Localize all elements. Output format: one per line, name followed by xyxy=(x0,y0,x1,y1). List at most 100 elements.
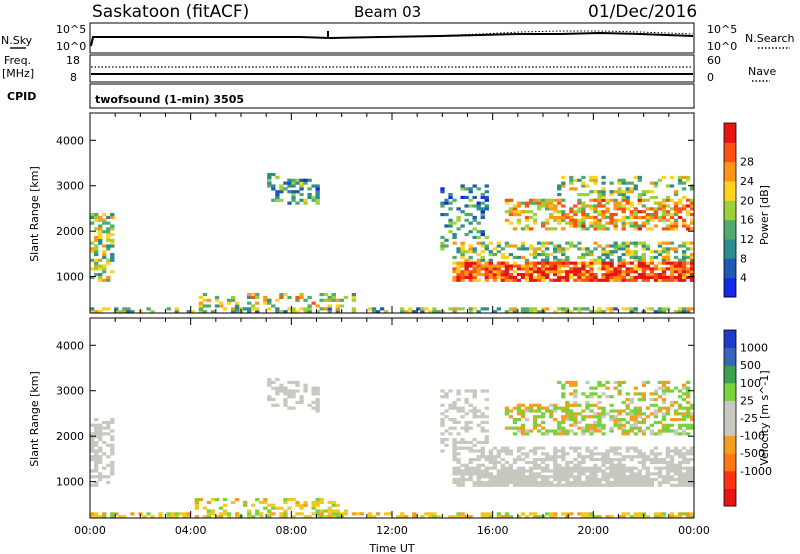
heatmap-cell xyxy=(577,247,582,251)
heatmap-cell xyxy=(673,267,679,271)
heatmap-cell xyxy=(291,307,296,311)
heatmap-cell xyxy=(190,310,195,314)
heatmap-cell xyxy=(267,383,272,387)
heatmap-cell xyxy=(218,301,224,305)
colorbar-segment xyxy=(724,161,736,182)
heatmap-cell xyxy=(448,224,453,228)
heatmap-cell xyxy=(681,392,687,396)
heatmap-cell xyxy=(359,512,365,516)
heatmap-cell xyxy=(641,204,646,208)
heatmap-cell xyxy=(661,475,667,479)
heatmap-cell xyxy=(339,512,344,516)
heatmap-cell xyxy=(98,241,103,245)
heatmap-cell xyxy=(617,244,622,248)
heatmap-cell xyxy=(524,261,530,265)
heatmap-cell xyxy=(645,475,651,479)
heatmap-cell xyxy=(681,241,687,245)
heatmap-cell xyxy=(452,307,457,311)
heatmap-cell xyxy=(488,483,493,487)
heatmap-cell xyxy=(625,278,630,282)
heatmap-cell xyxy=(629,213,634,217)
heatmap-cell xyxy=(569,383,574,387)
heatmap-cell xyxy=(476,463,481,467)
heatmap-cell xyxy=(452,426,457,430)
heatmap-cell xyxy=(464,213,469,217)
heatmap-cell xyxy=(524,478,530,482)
heatmap-cell xyxy=(484,475,489,479)
heatmap-cell xyxy=(645,221,651,225)
heatmap-cell xyxy=(315,503,320,507)
heatmap-cell xyxy=(673,261,679,265)
heatmap-cell xyxy=(102,218,107,222)
heatmap-cell xyxy=(488,273,493,277)
heatmap-cell xyxy=(271,398,276,402)
power-colorbar-label: Power [dB] xyxy=(758,185,771,245)
heatmap-cell xyxy=(601,193,606,197)
nsearch-series xyxy=(429,30,694,37)
heatmap-cell xyxy=(540,261,546,265)
heatmap-cell xyxy=(661,515,667,519)
heatmap-cell xyxy=(677,178,683,182)
heatmap-cell xyxy=(641,198,646,202)
heatmap-cell xyxy=(504,483,510,487)
heatmap-cell xyxy=(371,515,377,519)
heatmap-cell xyxy=(315,184,320,188)
heatmap-cell xyxy=(102,432,107,436)
heatmap-cell xyxy=(94,463,99,467)
heatmap-cell xyxy=(335,509,340,513)
heatmap-cell xyxy=(633,412,638,416)
heatmap-cell xyxy=(456,207,461,211)
heatmap-cell xyxy=(673,463,679,467)
heatmap-cell xyxy=(665,307,671,311)
heatmap-cell xyxy=(516,469,522,473)
heatmap-cell xyxy=(561,409,566,413)
heatmap-cell xyxy=(496,455,502,459)
heatmap-cell xyxy=(210,509,216,513)
heatmap-cell xyxy=(553,278,558,282)
heatmap-cell xyxy=(589,483,594,487)
heatmap-cell xyxy=(637,198,642,202)
heatmap-cell xyxy=(673,418,679,422)
heatmap-cell xyxy=(540,460,546,465)
heatmap-cell xyxy=(657,475,663,479)
heatmap-cell xyxy=(605,480,610,485)
heatmap-cell xyxy=(645,227,651,231)
heatmap-cell xyxy=(577,241,582,245)
heatmap-cell xyxy=(540,201,546,205)
heatmap-cell xyxy=(625,244,630,248)
heatmap-cell xyxy=(589,392,594,396)
heatmap-cell xyxy=(569,475,574,479)
heatmap-cell xyxy=(573,244,578,248)
heatmap-cell xyxy=(641,380,646,385)
heatmap-cell xyxy=(581,409,586,413)
heatmap-cell xyxy=(536,475,542,479)
heatmap-cell xyxy=(573,204,578,208)
heatmap-cell xyxy=(106,215,111,220)
heatmap-cell xyxy=(536,270,542,274)
heatmap-cell xyxy=(633,418,638,422)
heatmap-cell xyxy=(492,273,497,277)
heatmap-cell xyxy=(98,455,103,459)
heatmap-cell xyxy=(516,455,522,459)
heatmap-cell xyxy=(524,460,530,465)
heatmap-cell xyxy=(456,420,461,425)
heatmap-cell xyxy=(536,198,542,202)
heatmap-cell xyxy=(504,406,510,410)
heatmap-cell xyxy=(114,512,119,516)
heatmap-cell xyxy=(311,400,316,405)
heatmap-cell xyxy=(520,310,526,314)
heatmap-cell xyxy=(641,512,646,516)
heatmap-cell xyxy=(669,418,675,422)
heatmap-cell xyxy=(315,187,320,191)
heatmap-cell xyxy=(657,178,663,182)
heatmap-cell xyxy=(561,478,566,482)
heatmap-cell xyxy=(657,278,663,282)
heatmap-cell xyxy=(685,395,691,399)
heatmap-cell xyxy=(669,423,675,427)
heatmap-cell xyxy=(472,307,477,311)
heatmap-cell xyxy=(492,466,497,470)
heatmap-cell xyxy=(315,515,320,519)
colorbar-frame xyxy=(723,329,737,507)
heatmap-cell xyxy=(689,512,695,516)
heatmap-cell xyxy=(637,193,642,197)
